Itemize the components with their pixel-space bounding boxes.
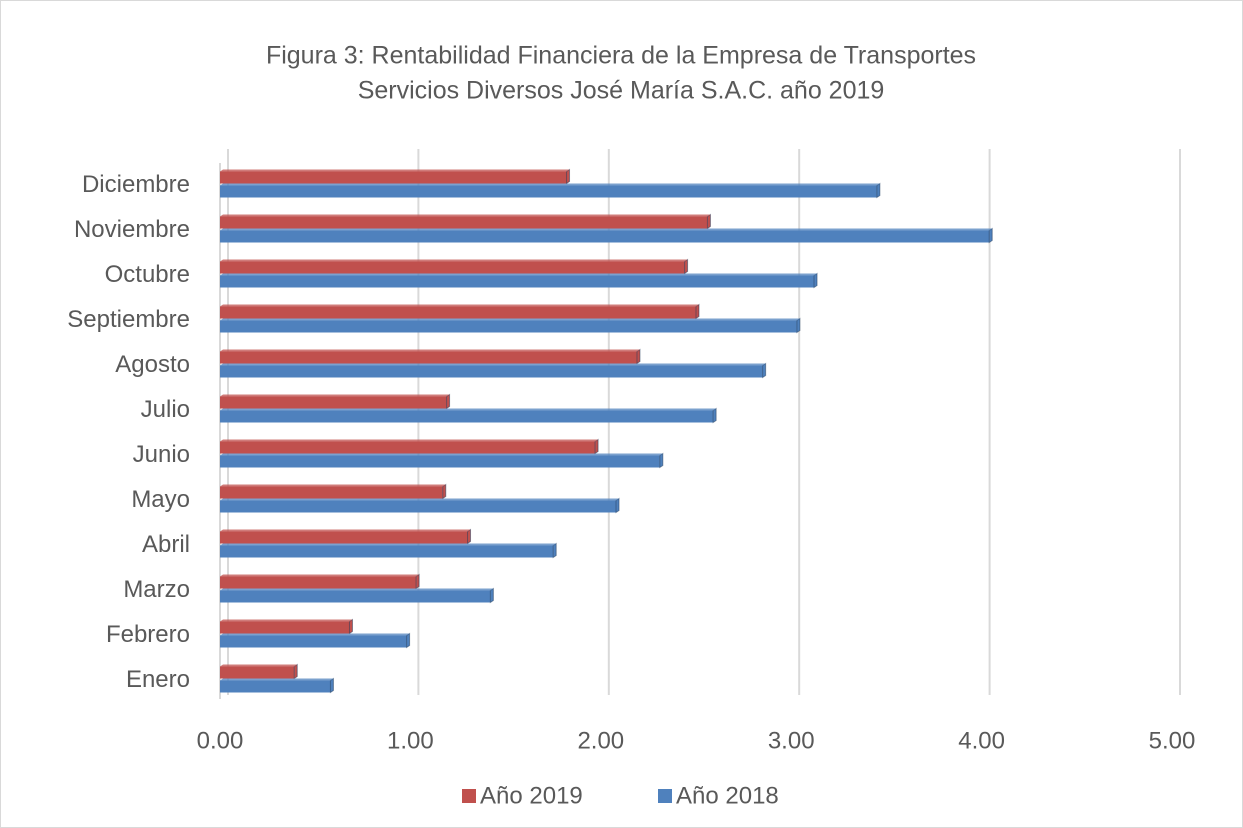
bar-top — [220, 169, 570, 172]
bar-top — [220, 183, 880, 186]
bar — [220, 590, 491, 603]
x-tick-label: 3.00 — [768, 727, 815, 754]
bar — [220, 410, 714, 423]
bar-side — [615, 497, 620, 514]
bar-top — [220, 453, 663, 456]
bar-side — [712, 407, 717, 424]
bar — [220, 351, 637, 364]
bar-top — [220, 439, 599, 442]
bar-side — [636, 348, 641, 365]
bar-side — [446, 393, 451, 410]
bar — [220, 531, 468, 544]
bar-side — [348, 618, 353, 635]
bar-side — [684, 258, 689, 275]
bar-side — [762, 362, 767, 379]
y-tick-label: Febrero — [106, 621, 190, 648]
bar — [220, 576, 417, 589]
bar-top — [220, 408, 717, 411]
y-tick-label: Diciembre — [82, 171, 190, 198]
bar-top — [220, 498, 620, 501]
bar-top — [220, 318, 800, 321]
bar-side — [695, 303, 700, 320]
y-tick-label: Julio — [141, 396, 190, 423]
x-tick-label: 2.00 — [577, 727, 624, 754]
bar-top — [220, 619, 353, 622]
x-tick-label: 5.00 — [1149, 727, 1196, 754]
bar-top — [220, 529, 471, 532]
bar — [220, 486, 443, 499]
bar-side — [406, 632, 411, 649]
bar-side — [876, 182, 881, 199]
bar-side — [813, 272, 818, 289]
legend-swatch — [658, 789, 672, 803]
x-tick-label: 4.00 — [958, 727, 1005, 754]
bar-side — [329, 677, 334, 694]
bar-side — [467, 528, 472, 545]
x-tick-label: 0.00 — [197, 727, 244, 754]
bar-top — [220, 484, 446, 487]
y-tick-label: Enero — [126, 666, 190, 693]
bar-side — [293, 663, 298, 680]
bar-top — [220, 228, 993, 231]
bar — [220, 545, 554, 558]
y-tick-label: Junio — [133, 441, 190, 468]
y-tick-label: Septiembre — [67, 306, 190, 333]
bar-top — [220, 214, 711, 217]
bar — [220, 441, 596, 454]
bar-top — [220, 588, 494, 591]
bar-side — [659, 452, 664, 469]
bar — [220, 396, 447, 409]
bar-side — [415, 573, 420, 590]
bar — [220, 365, 763, 378]
bar-top — [220, 574, 420, 577]
bar — [220, 171, 567, 184]
bar-side — [489, 587, 494, 604]
bar — [220, 230, 990, 243]
bar-top — [220, 349, 640, 352]
bar-side — [796, 317, 801, 334]
bar-side — [706, 213, 711, 230]
bar — [220, 666, 295, 679]
legend-swatch — [462, 789, 476, 803]
bar-top — [220, 633, 410, 636]
bar-top — [220, 304, 699, 307]
y-tick-label: Mayo — [131, 486, 190, 513]
bar — [220, 455, 660, 468]
bar-side — [594, 438, 599, 455]
bar — [220, 320, 797, 333]
bar-top — [220, 394, 450, 397]
bar — [220, 680, 331, 693]
bar — [220, 275, 815, 288]
y-tick-label: Agosto — [115, 351, 190, 378]
legend-label: Año 2018 — [676, 782, 779, 809]
bar-top — [220, 273, 818, 276]
bar — [220, 500, 617, 513]
bar-side — [442, 483, 447, 500]
bar-top — [220, 543, 557, 546]
bar — [220, 621, 350, 634]
chart-title: Figura 3: Rentabilidad Financiera de la … — [266, 42, 976, 70]
bar — [220, 306, 696, 319]
bar-top — [220, 363, 766, 366]
y-tick-label: Abril — [142, 531, 190, 558]
y-tick-label: Noviembre — [74, 216, 190, 243]
bar-side — [552, 542, 557, 559]
bar — [220, 261, 685, 274]
bar-side — [566, 168, 571, 185]
bar — [220, 185, 877, 198]
bar-top — [220, 259, 688, 262]
x-tick-label: 1.00 — [387, 727, 434, 754]
bar — [220, 216, 708, 229]
bar — [220, 635, 407, 648]
bar-top — [220, 678, 334, 681]
y-tick-label: Marzo — [123, 576, 190, 603]
bar-side — [988, 227, 993, 244]
y-tick-label: Octubre — [105, 261, 190, 288]
chart-title: Servicios Diversos José María S.A.C. año… — [358, 77, 885, 105]
bar-top — [220, 664, 298, 667]
legend-label: Año 2019 — [480, 782, 583, 809]
